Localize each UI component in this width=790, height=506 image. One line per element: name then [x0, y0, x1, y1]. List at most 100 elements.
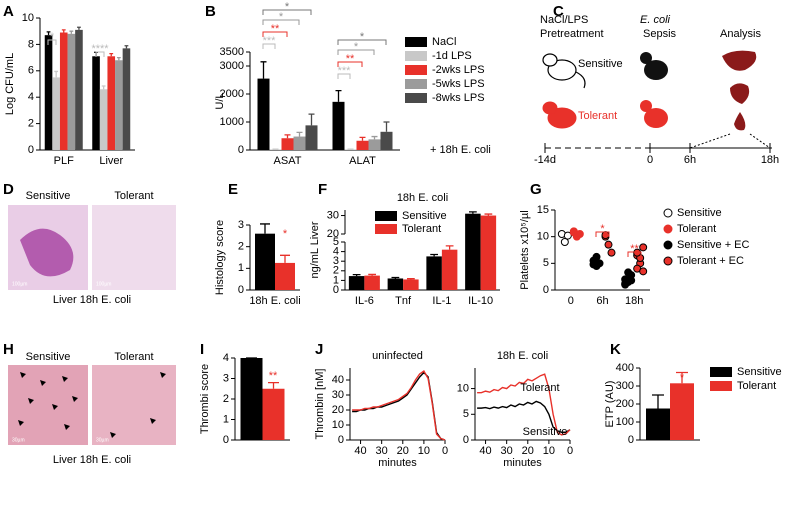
y-tick-label: 30 [332, 389, 344, 401]
y-tick-label: 0 [28, 144, 34, 156]
bar [646, 408, 670, 440]
x-axis-label: minutes [378, 457, 417, 469]
legend-swatch [405, 65, 427, 75]
line [477, 400, 571, 433]
data-point [589, 260, 598, 269]
bar [255, 233, 275, 290]
bar [262, 388, 285, 440]
error-bar [109, 52, 114, 57]
diagram-heading: Sepsis [643, 28, 677, 40]
error-bar [652, 394, 664, 409]
y-axis-label: Thrombi score [199, 364, 211, 434]
annotation: *** [338, 65, 352, 77]
y-tick-label: 2 [28, 118, 34, 130]
error-bar [430, 253, 438, 257]
panel-letter: D [3, 181, 14, 198]
lesion [20, 228, 74, 277]
bar [257, 78, 270, 150]
bar [122, 48, 131, 150]
legend-label: Tolerant [737, 380, 776, 392]
y-tick-label: 4 [28, 91, 34, 103]
y-tick-label: 10 [457, 382, 469, 394]
y-tick-label: 3000 [220, 60, 244, 72]
legend-note: + 18h E. coli [430, 144, 491, 156]
error-bar [124, 45, 129, 49]
image-label: Sensitive [26, 351, 71, 363]
significance-bracket [262, 43, 276, 49]
significance-bracket [262, 31, 288, 37]
annotation: ** [630, 243, 639, 255]
annotation: * [283, 228, 288, 240]
data-point [569, 228, 578, 237]
y-axis-label: Platelets x10⁵/µl [519, 210, 531, 289]
error-bar [335, 89, 342, 102]
panel-d: D Sensitive Tolerant 100µm 100µm Liver 1… [3, 181, 176, 306]
significance-bracket [627, 251, 642, 257]
chart-title: uninfected [372, 350, 423, 362]
mouse-sensitive [542, 53, 586, 89]
y-tick-label: 1000 [220, 116, 244, 128]
legend-swatch [375, 224, 397, 234]
micrograph [92, 205, 176, 290]
x-axis-label: minutes [503, 457, 542, 469]
y-tick-label: 10 [22, 12, 34, 24]
bar [305, 125, 318, 150]
legend-label: NaCl [432, 36, 456, 48]
y-axis-label: Thrombin [nM] [314, 369, 326, 440]
legend-swatch [710, 381, 732, 391]
error-bar [371, 135, 378, 140]
legend-swatch [405, 37, 427, 47]
y-tick-label: 6 [28, 65, 34, 77]
bar [356, 140, 369, 150]
y-tick-label: 3 [333, 255, 339, 267]
legend-label: Sensitive + EC [677, 239, 750, 251]
y-tick-label: 4 [333, 246, 339, 258]
y-tick-label: 4 [223, 352, 229, 364]
bar [293, 136, 306, 150]
legend-swatch [405, 93, 427, 103]
bar [426, 256, 442, 290]
bar [368, 139, 381, 150]
panel-c: C NaCl/LPS Pretreatment E. coli Sepsis A… [534, 3, 779, 166]
error-bar [54, 70, 59, 78]
x-tick-label: IL-10 [468, 295, 493, 307]
y-axis-label: U/L [214, 92, 226, 109]
panel-letter: B [205, 3, 216, 20]
significance-bracket [595, 231, 610, 237]
error-bar [407, 278, 415, 280]
error-bar [676, 371, 688, 384]
mouse-sepsis [640, 52, 668, 128]
y-tick-label: 0 [238, 144, 244, 156]
diagram-heading: NaCl/LPS [540, 14, 588, 26]
significance-bracket [262, 19, 300, 25]
panel-letter: I [200, 341, 204, 358]
y-tick-label: 2 [238, 241, 244, 253]
bar [240, 358, 263, 440]
x-tick-label: 0 [567, 445, 573, 457]
y-tick-label: 3500 [220, 46, 244, 58]
x-tick-label: 30 [376, 445, 388, 457]
y-tick-label: 200 [616, 398, 634, 410]
annotation: *** [263, 35, 277, 47]
legend-label: Sensitive [402, 210, 447, 222]
data-point [639, 267, 648, 276]
bar [403, 279, 419, 290]
legend-label: -2wks LPS [432, 64, 485, 76]
significance-bracket [95, 51, 105, 57]
x-tick-label: 10 [418, 445, 430, 457]
bar [380, 131, 393, 150]
y-tick-label: 2000 [220, 88, 244, 100]
bar [275, 262, 295, 290]
scale-bar-label: 100µm [96, 281, 111, 287]
bar [59, 32, 68, 150]
x-tick-label: 40 [479, 445, 491, 457]
scale-bar-label: 30µm [96, 437, 109, 443]
y-tick-label: 0 [338, 434, 344, 446]
annotation: Sensitive [523, 426, 568, 438]
bar [92, 56, 100, 150]
panel-letter: K [610, 341, 621, 358]
annotation: * [680, 372, 685, 384]
data-point [621, 280, 630, 289]
y-axis-label: Log CFU/mL [4, 53, 16, 115]
annotation: * [285, 1, 290, 13]
